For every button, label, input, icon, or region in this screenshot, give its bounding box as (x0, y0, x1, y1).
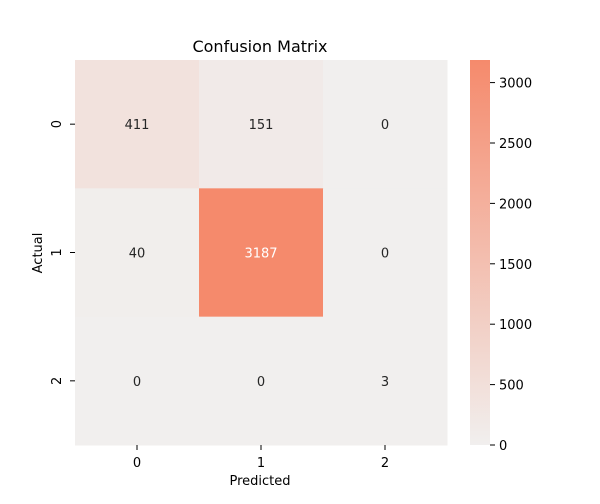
y-tick-label: 0 (50, 120, 65, 128)
x-axis-label: Predicted (229, 474, 290, 489)
colorbar-tick-label: 1500 (499, 258, 532, 273)
y-axis-label: Actual (31, 233, 46, 274)
colorbar-tick-label: 2000 (499, 197, 532, 212)
heatmap-cell-1-2 (323, 188, 448, 318)
colorbar-tick-label: 3000 (499, 77, 532, 92)
heatmap-cell-0-2 (323, 60, 448, 189)
colorbar-ticks: 0 500 1000 1500 2000 2500 3000 (490, 77, 532, 454)
colorbar-tick-label: 1000 (499, 318, 532, 333)
heatmap-cell-0-1 (199, 60, 324, 189)
chart-title: Confusion Matrix (192, 37, 327, 56)
heatmap-cell-1-0 (75, 188, 200, 318)
colorbar (470, 60, 490, 445)
x-tick-label: 1 (257, 456, 265, 471)
cell-value-label-0-0: 411 (125, 118, 150, 133)
colorbar-tick-label: 0 (499, 439, 507, 454)
y-tick-label: 2 (50, 377, 65, 385)
colorbar-tick-label: 500 (499, 379, 524, 394)
x-tick-label: 2 (381, 456, 389, 471)
heatmap-cell-1-1 (199, 188, 324, 318)
cell-value-label-1-2: 0 (381, 247, 389, 262)
heatmap-cell-2-1 (199, 316, 324, 446)
cell-value-label-2-1: 0 (257, 375, 265, 390)
heatmap-cell-0-0 (75, 60, 200, 189)
cell-value-label-2-2: 3 (381, 375, 389, 390)
cell-value-label-0-2: 0 (381, 118, 389, 133)
y-tick-label: 1 (50, 248, 65, 256)
y-axis: 0 1 2 (50, 120, 75, 385)
heatmap-cell-2-2 (323, 316, 448, 446)
x-tick-label: 0 (133, 456, 141, 471)
cell-value-label-2-0: 0 (133, 375, 141, 390)
colorbar-tick-label: 2500 (499, 137, 532, 152)
cell-value-label-1-0: 40 (129, 247, 146, 262)
heatmap-cell-2-0 (75, 316, 200, 446)
cell-value-label-1-1: 3187 (244, 247, 277, 262)
heatmap-cells: 411 151 0 40 3187 0 0 0 3 (75, 60, 448, 446)
cell-value-label-0-1: 151 (249, 118, 274, 133)
x-axis: 0 1 2 (133, 445, 389, 471)
